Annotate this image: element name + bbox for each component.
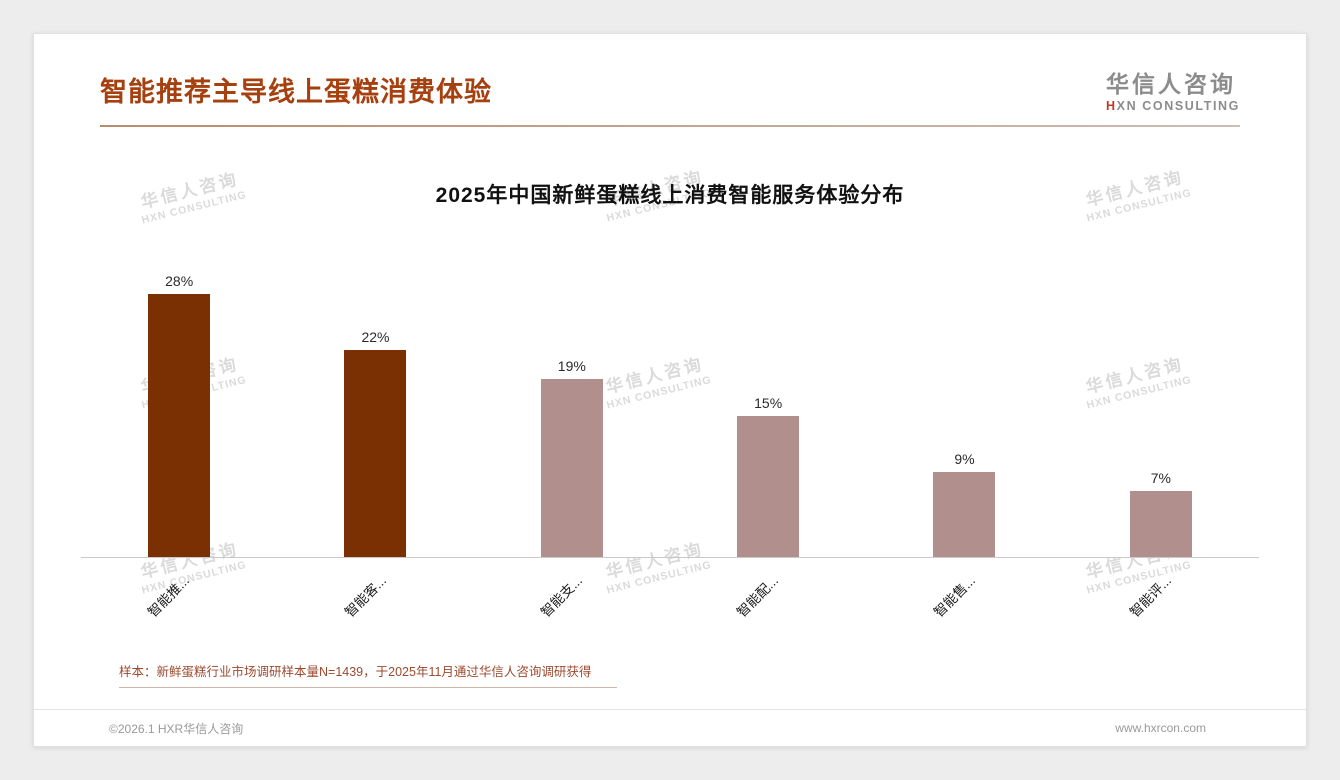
label-cell: 智能配... — [670, 558, 866, 636]
label-cell: 智能支... — [474, 558, 670, 636]
bar-value-label: 22% — [361, 329, 390, 345]
bar-group: 9% — [866, 259, 1062, 557]
bar-group: 19% — [474, 259, 670, 557]
company-logo: 华信人咨询 HXN CONSULTING — [1106, 71, 1240, 113]
bar — [148, 294, 211, 557]
bar — [344, 350, 407, 557]
slide-footer: ©2026.1 HXR华信人咨询 www.hxrcon.com — [34, 709, 1306, 746]
bar-value-label: 7% — [1150, 470, 1171, 486]
bar-group: 28% — [81, 259, 277, 557]
bar-group: 22% — [277, 259, 473, 557]
logo-english-name: HXN CONSULTING — [1106, 99, 1240, 113]
website-url: www.hxrcon.com — [1115, 721, 1206, 735]
plot-area: 28% 22% 19% 15% 9% 7% — [81, 259, 1259, 558]
category-label: 智能售... — [930, 572, 978, 621]
bar — [737, 416, 800, 557]
bar-group: 15% — [670, 259, 866, 557]
label-cell: 智能客... — [277, 558, 473, 636]
logo-rest: XN CONSULTING — [1116, 99, 1240, 114]
category-label: 智能支... — [538, 572, 586, 621]
bar-value-label: 15% — [754, 395, 783, 411]
header: 智能推荐主导线上蛋糕消费体验 华信人咨询 HXN CONSULTING — [34, 34, 1306, 113]
bar-value-label: 9% — [954, 451, 975, 467]
chart-title: 2025年中国新鲜蛋糕线上消费智能服务体验分布 — [435, 184, 905, 207]
slide-card: 华信人咨询 HXN CONSULTING 华信人咨询 HXN CONSULTING 华信… — [33, 33, 1307, 747]
label-cell: 智能推... — [81, 558, 277, 636]
label-cell: 智能评... — [1063, 558, 1259, 636]
category-label: 智能评... — [1127, 572, 1175, 621]
header-divider — [100, 125, 1240, 127]
bar — [540, 379, 603, 557]
logo-chinese-name: 华信人咨询 — [1106, 71, 1236, 97]
bar — [1129, 491, 1192, 557]
bar-value-label: 19% — [557, 358, 586, 374]
sample-note: 样本：新鲜蛋糕行业市场调研样本量N=1439，于2025年11月通过华信人咨询调… — [119, 661, 618, 688]
x-axis-labels: 智能推... 智能客... 智能支... 智能配... 智能售... 智能评..… — [81, 558, 1259, 636]
bar — [933, 472, 996, 557]
bar-group: 7% — [1063, 259, 1259, 557]
category-label: 智能配... — [734, 572, 782, 621]
bar-value-label: 28% — [165, 273, 194, 289]
logo-accent-letter: H — [1106, 99, 1117, 114]
label-cell: 智能售... — [866, 558, 1062, 636]
category-label: 智能客... — [341, 572, 389, 621]
page-title: 智能推荐主导线上蛋糕消费体验 — [100, 77, 492, 107]
copyright-text: ©2026.1 HXR华信人咨询 — [109, 721, 244, 736]
category-label: 智能推... — [145, 572, 193, 621]
